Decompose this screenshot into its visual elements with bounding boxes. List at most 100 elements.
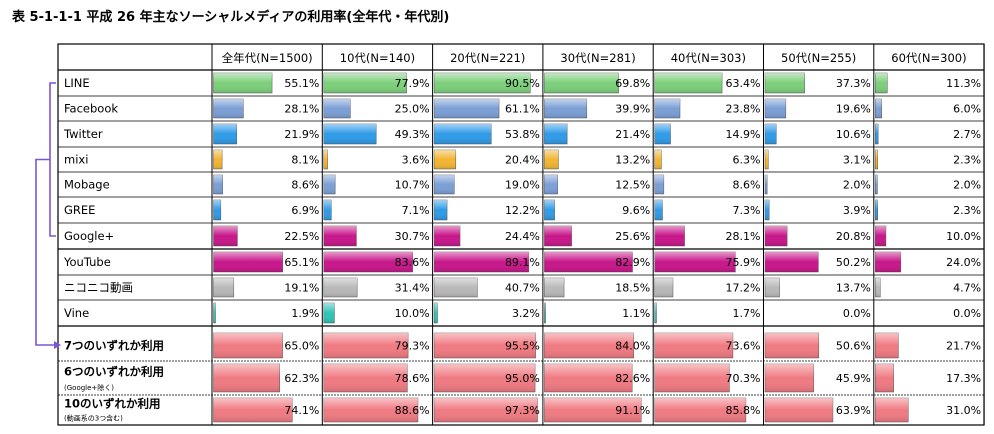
- bar-shade-r5-c2: [323, 175, 336, 194]
- bar-shade-r1-c7: [875, 73, 888, 93]
- value-r2-c3: 61.1%: [505, 103, 540, 116]
- bar-shade-r3-c1: [213, 124, 237, 144]
- value-r7-c3: 24.4%: [505, 230, 540, 243]
- bracket-connector: [35, 158, 54, 346]
- bar-shade-r7-c6: [765, 226, 788, 246]
- value-r10-c4: 1.1%: [622, 307, 650, 320]
- value-r3-c6: 10.6%: [836, 128, 871, 141]
- value-r6-c1: 6.9%: [291, 204, 319, 217]
- bar-shade-r13-c6: [765, 398, 833, 422]
- value-r4-c7: 2.3%: [953, 154, 981, 167]
- value-r5-c2: 10.7%: [395, 179, 430, 192]
- value-r13-c1: 74.1%: [284, 404, 319, 417]
- value-r7-c1: 22.5%: [284, 230, 319, 243]
- row-label-2: Facebook: [64, 102, 118, 116]
- value-r13-c7: 31.0%: [946, 404, 981, 417]
- value-r3-c2: 49.3%: [395, 128, 430, 141]
- bar-shade-r5-c4: [544, 175, 558, 194]
- row-label-4: mixi: [64, 153, 88, 167]
- column-header-1: 全年代(N=1500): [222, 51, 313, 65]
- bar-shade-r11-c6: [765, 333, 819, 358]
- bar-shade-r9-c3: [434, 278, 478, 297]
- bar-shade-r4-c7: [875, 150, 878, 169]
- value-r11-c6: 50.6%: [836, 340, 871, 353]
- row-label-3: Twitter: [63, 127, 103, 141]
- value-r6-c5: 7.3%: [733, 204, 761, 217]
- bar-shade-r4-c4: [544, 150, 559, 169]
- value-r11-c3: 95.5%: [505, 340, 540, 353]
- value-r12-c7: 17.3%: [946, 372, 981, 385]
- value-r4-c1: 8.1%: [291, 154, 319, 167]
- value-r3-c1: 21.9%: [284, 128, 319, 141]
- bar-shade-r6-c6: [765, 200, 770, 220]
- bar-shade-r3-c6: [765, 124, 777, 144]
- value-r8-c1: 65.1%: [284, 256, 319, 269]
- bar-shade-r6-c3: [434, 200, 448, 220]
- bar-shade-r11-c5: [654, 333, 733, 358]
- value-r4-c2: 3.6%: [402, 154, 430, 167]
- bar-shade-r6-c2: [323, 200, 332, 220]
- value-r12-c4: 82.6%: [615, 372, 650, 385]
- bar-shade-r12-c1: [213, 364, 280, 392]
- row-label-6: GREE: [64, 203, 95, 217]
- bar-shade-r10-c1: [213, 303, 216, 323]
- value-r4-c3: 20.4%: [505, 154, 540, 167]
- bar-shade-r5-c6: [765, 175, 768, 194]
- value-r7-c7: 10.0%: [946, 230, 981, 243]
- value-r12-c2: 78.6%: [395, 372, 430, 385]
- bar-shade-r1-c4: [544, 73, 619, 93]
- group-bracket: [49, 82, 56, 237]
- column-header-3: 20代(N=221): [450, 51, 525, 65]
- value-r13-c2: 88.6%: [395, 404, 430, 417]
- row-label-7: Google+: [64, 229, 114, 243]
- value-r9-c6: 13.7%: [836, 282, 871, 295]
- bar-shade-r1-c3: [434, 73, 531, 93]
- bar-shade-r2-c7: [875, 99, 882, 118]
- bar-shade-r11-c7: [875, 333, 899, 358]
- column-header-4: 30代(N=281): [560, 51, 635, 65]
- value-r10-c7: 0.0%: [953, 307, 981, 320]
- value-r5-c5: 8.6%: [733, 179, 761, 192]
- bar-shade-r12-c2: [323, 364, 408, 392]
- value-r7-c6: 20.8%: [836, 230, 871, 243]
- value-r4-c4: 13.2%: [615, 154, 650, 167]
- value-r1-c5: 63.4%: [726, 77, 761, 90]
- value-r9-c4: 18.5%: [615, 282, 650, 295]
- value-r12-c6: 45.9%: [836, 372, 871, 385]
- bar-shade-r9-c6: [765, 278, 780, 297]
- value-r1-c7: 11.3%: [946, 77, 981, 90]
- value-r10-c3: 3.2%: [512, 307, 540, 320]
- bar-shade-r5-c5: [654, 175, 664, 194]
- value-r13-c5: 85.8%: [726, 404, 761, 417]
- bar-shade-r4-c2: [323, 150, 328, 169]
- value-r2-c5: 23.8%: [726, 103, 761, 116]
- bar-shade-r7-c3: [434, 226, 461, 246]
- value-r2-c6: 19.6%: [836, 103, 871, 116]
- value-r1-c4: 69.8%: [615, 77, 650, 90]
- value-r10-c6: 0.0%: [843, 307, 871, 320]
- value-r3-c5: 14.9%: [726, 128, 761, 141]
- value-r8-c7: 24.0%: [946, 256, 981, 269]
- value-r7-c2: 30.7%: [395, 230, 430, 243]
- value-r8-c2: 83.6%: [395, 256, 430, 269]
- value-r9-c1: 19.1%: [284, 282, 319, 295]
- bar-shade-r6-c5: [654, 200, 663, 220]
- row-label-11: 7つのいずれか利用: [64, 339, 164, 353]
- bar-shade-r8-c4: [544, 252, 633, 272]
- column-header-6: 50代(N=255): [781, 51, 856, 65]
- bar-shade-r10-c5: [654, 303, 657, 323]
- value-r9-c5: 17.2%: [726, 282, 761, 295]
- bar-shade-r3-c4: [544, 124, 568, 144]
- bar-shade-r2-c2: [323, 99, 351, 118]
- bar-shade-r13-c7: [875, 398, 909, 422]
- bar-shade-r10-c2: [323, 303, 335, 323]
- row-label-13: 10のいずれか利用: [64, 397, 161, 411]
- value-r6-c3: 12.2%: [505, 204, 540, 217]
- bar-shade-r2-c5: [654, 99, 680, 118]
- value-r6-c6: 3.9%: [843, 204, 871, 217]
- bar-shade-r10-c3: [434, 303, 438, 323]
- value-r12-c5: 70.3%: [726, 372, 761, 385]
- value-r2-c4: 39.9%: [615, 103, 650, 116]
- value-r3-c3: 53.8%: [505, 128, 540, 141]
- bar-shade-r12-c4: [544, 364, 633, 392]
